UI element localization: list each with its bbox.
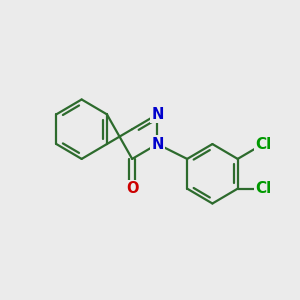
Text: Cl: Cl [255,181,271,196]
Text: Cl: Cl [255,136,271,152]
Text: O: O [126,181,138,196]
Text: N: N [151,107,164,122]
Text: N: N [151,136,164,152]
